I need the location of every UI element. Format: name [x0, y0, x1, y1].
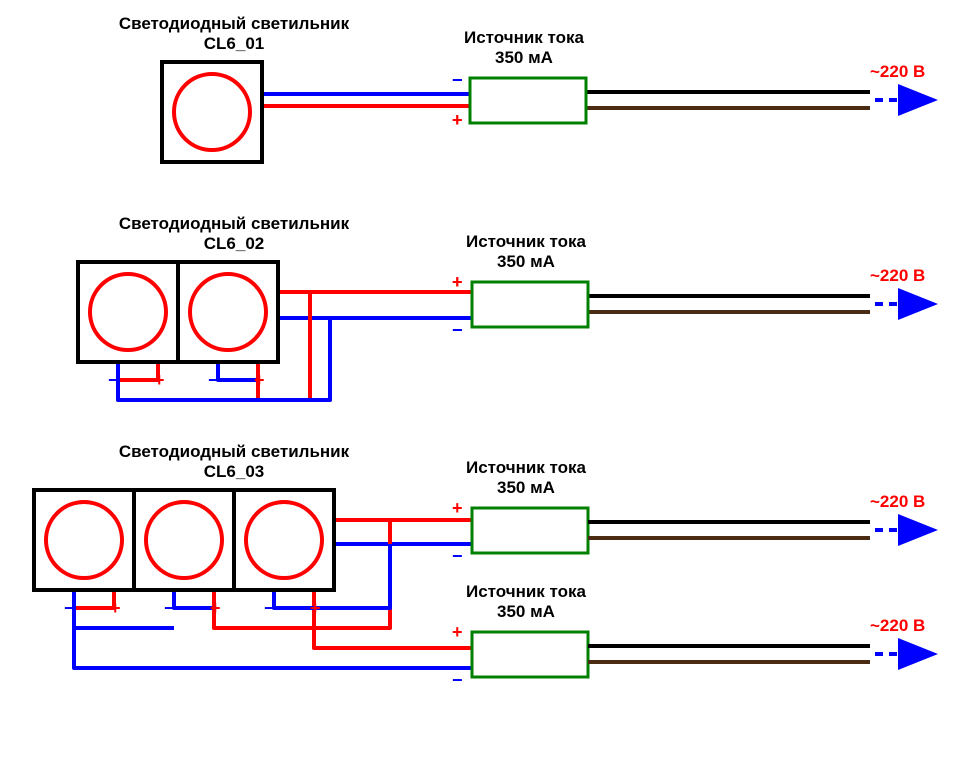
diagram-label: Источник тока 350 мА [436, 458, 616, 498]
diagram-label: Светодиодный светильник CL6_01 [104, 14, 364, 54]
diagram-label: − [108, 370, 119, 391]
diagram-label: − [64, 598, 75, 619]
diagram-label: + [452, 272, 463, 293]
diagram-label: ~220 В [870, 266, 925, 286]
diagram-label: + [254, 370, 265, 391]
diagram-label: + [110, 598, 121, 619]
diagram-label: − [164, 598, 175, 619]
diagram-label: + [452, 622, 463, 643]
diagram-label: − [452, 670, 463, 691]
diagram-label: Источник тока 350 мА [434, 28, 614, 68]
diagram-label: ~220 В [870, 616, 925, 636]
diagram-label: − [208, 370, 219, 391]
diagram-label: Светодиодный светильник CL6_02 [104, 214, 364, 254]
diagram-label: + [310, 598, 321, 619]
diagram-label: Источник тока 350 мА [436, 582, 616, 622]
diagram-label: + [452, 498, 463, 519]
diagram-label: + [154, 370, 165, 391]
diagram-label: ~220 В [870, 492, 925, 512]
diagram-label: − [452, 320, 463, 341]
diagram-label: + [452, 110, 463, 131]
diagram-label: + [210, 598, 221, 619]
diagram-label: Светодиодный светильник CL6_03 [104, 442, 364, 482]
diagram-label: − [452, 546, 463, 567]
diagram-label: − [264, 598, 275, 619]
diagram-label: − [452, 70, 463, 91]
diagram-label: ~220 В [870, 62, 925, 82]
diagram-label: Источник тока 350 мА [436, 232, 616, 272]
